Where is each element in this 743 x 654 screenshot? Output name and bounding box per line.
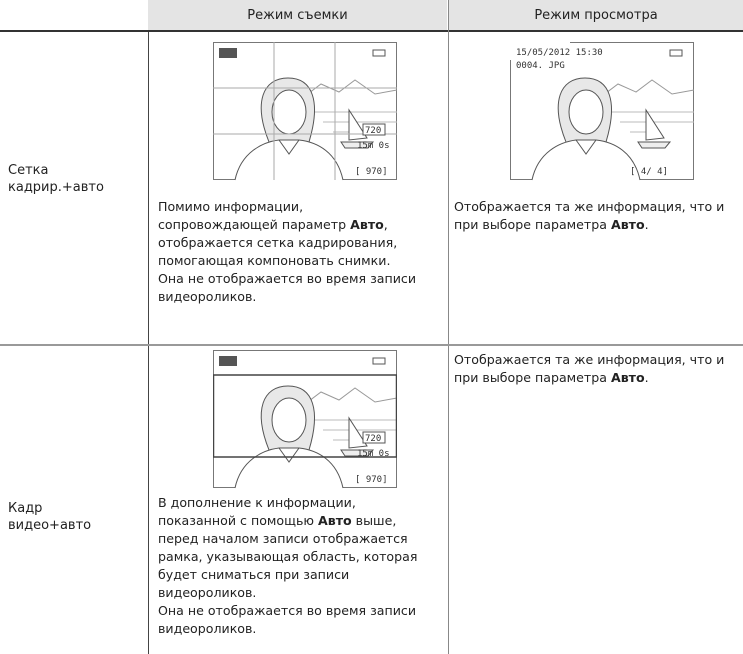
screen-text: 15/05/2012 15:30 — [516, 48, 603, 58]
text-run: . — [644, 370, 649, 385]
screen-text: [ 4/ 4] — [630, 167, 668, 177]
text-run: . — [644, 217, 649, 232]
bold-term: Авто — [350, 217, 384, 232]
header-cell: Режим съемки — [148, 0, 447, 30]
screen-text: 720 — [365, 434, 381, 444]
row-label: Сетка кадрир.+авто — [8, 163, 104, 195]
bold-term: Авто — [318, 513, 352, 528]
text-run: Помимо информации, сопровождающей параме… — [158, 199, 351, 232]
description: Отображается та же информация, что и при… — [454, 198, 736, 234]
description: В дополнение к информации, показанной с … — [158, 494, 420, 638]
header-text: Режим просмотра — [534, 7, 658, 23]
screen-text: 720 — [365, 126, 381, 136]
bold-term: Авто — [610, 217, 645, 232]
paragraph: Она не отображается во время записи виде… — [158, 603, 417, 636]
header-rule — [0, 30, 743, 32]
text-run: В дополнение к информации, показанной с … — [158, 495, 356, 528]
text-run: Отображается та же информация, что и при… — [454, 352, 725, 385]
header-text: Режим съемки — [247, 7, 348, 23]
text-run: , отображается сетка кадрирования, помог… — [158, 217, 417, 304]
screen-text: 15m 0s — [357, 141, 390, 151]
screen-text: 0004. JPG — [516, 61, 565, 71]
row-rule — [0, 344, 743, 346]
text-run: выше, перед началом записи отображается … — [158, 513, 418, 600]
screen-text: 15m 0s — [357, 449, 390, 459]
header-cell: Режим просмотра — [449, 0, 743, 30]
column-rule — [448, 0, 449, 654]
icon — [362, 431, 386, 444]
icon — [362, 123, 386, 136]
playback-screen: 15/05/2012 15:30 0004. JPG [ 4/ 4] — [510, 42, 694, 181]
bold-term: Авто — [610, 370, 645, 385]
description: Помимо информации, сопровождающей параме… — [158, 198, 420, 306]
framing-grid — [213, 42, 397, 180]
screen-text: [ 970] — [355, 475, 388, 485]
text-run: Отображается та же информация, что и при… — [454, 199, 725, 232]
shooting-screen: 720 15m 0s [ 970] — [213, 42, 397, 181]
row-label: Кадр видео+авто — [8, 501, 92, 533]
shooting-screen: 720 15m 0s [ 970] — [213, 350, 397, 489]
icon-cover — [510, 42, 570, 60]
movie-frame — [213, 374, 397, 458]
column-rule — [148, 32, 149, 654]
screen-text: [ 970] — [355, 167, 388, 177]
paragraph: В дополнение к информации, показанной с … — [158, 494, 420, 602]
description: Отображается та же информация, что и при… — [454, 351, 736, 387]
